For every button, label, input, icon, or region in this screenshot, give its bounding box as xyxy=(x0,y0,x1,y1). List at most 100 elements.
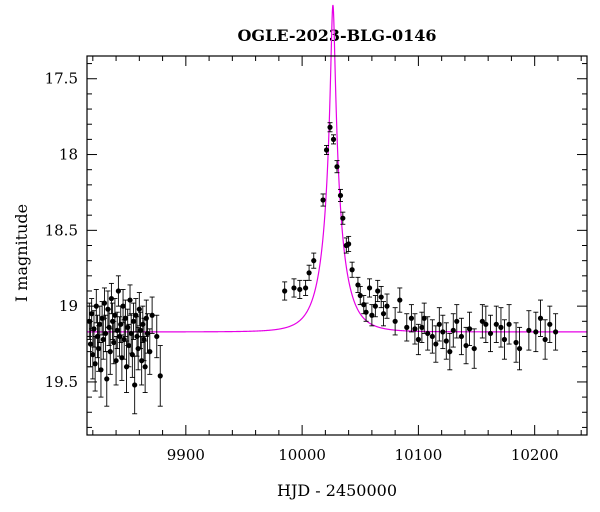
data-point xyxy=(113,336,119,386)
data-point xyxy=(454,304,460,339)
axis-ticks: 9900 10000 10100 10200 17.5 18 18.5 19 19.5 xyxy=(45,56,587,464)
data-point xyxy=(412,313,418,345)
plot-frame xyxy=(86,55,588,436)
data-point xyxy=(408,304,415,333)
data-marker xyxy=(537,315,544,321)
data-point xyxy=(137,311,144,350)
data-marker xyxy=(408,315,415,321)
y-tick-label: 18.5 xyxy=(45,221,78,239)
x-axis-title: HJD - 2450000 xyxy=(277,481,397,500)
data-point xyxy=(349,261,355,278)
data-point xyxy=(429,319,435,354)
data-point xyxy=(100,319,106,360)
data-point xyxy=(154,314,160,359)
x-tick-label: 10000 xyxy=(278,446,326,464)
data-marker xyxy=(149,312,155,318)
x-tick-label: 10100 xyxy=(395,446,443,464)
data-point xyxy=(440,314,446,350)
data-point xyxy=(392,307,398,336)
data-marker xyxy=(127,297,133,303)
data-marker xyxy=(112,312,118,318)
data-marker xyxy=(92,361,98,367)
data-point xyxy=(91,310,97,348)
data-marker xyxy=(516,345,523,352)
data-marker xyxy=(547,321,553,327)
data-point xyxy=(479,304,485,339)
data-marker xyxy=(404,324,410,330)
data-point xyxy=(107,328,113,375)
data-marker xyxy=(506,321,512,327)
data-marker xyxy=(346,241,352,247)
data-point xyxy=(327,122,333,133)
data-marker xyxy=(337,192,344,199)
data-marker xyxy=(450,327,456,333)
y-tick-label: 19.5 xyxy=(45,373,78,391)
data-point xyxy=(378,285,384,309)
data-point xyxy=(450,313,456,348)
data-point xyxy=(487,314,494,353)
data-marker xyxy=(104,376,110,382)
data-point xyxy=(122,299,128,337)
data-point xyxy=(542,319,548,360)
data-marker xyxy=(134,333,140,340)
data-point xyxy=(355,276,361,293)
data-marker xyxy=(103,330,109,337)
data-point xyxy=(103,314,109,353)
data-point xyxy=(547,305,553,343)
data-marker xyxy=(132,382,138,388)
data-point xyxy=(447,332,453,371)
data-point xyxy=(142,340,148,394)
data-marker xyxy=(113,358,119,364)
data-point xyxy=(106,308,112,347)
data-marker xyxy=(282,288,288,294)
data-marker xyxy=(87,341,94,347)
data-marker xyxy=(142,364,148,370)
data-marker xyxy=(366,285,373,291)
data-marker xyxy=(154,333,160,340)
data-marker xyxy=(372,303,378,309)
data-marker xyxy=(101,300,108,306)
data-point xyxy=(346,235,352,253)
data-point xyxy=(436,307,442,342)
data-marker xyxy=(375,288,381,294)
data-point xyxy=(483,305,489,343)
data-marker xyxy=(147,349,153,355)
data-point xyxy=(340,211,346,225)
data-point xyxy=(94,314,101,359)
data-points-group xyxy=(86,122,559,415)
x-tick-label: 10200 xyxy=(511,446,559,464)
data-marker xyxy=(440,329,446,335)
data-point xyxy=(92,336,98,392)
data-marker xyxy=(412,326,418,332)
data-marker xyxy=(357,292,363,299)
data-marker xyxy=(479,318,485,324)
data-marker xyxy=(363,309,369,315)
data-marker xyxy=(98,367,104,373)
data-point xyxy=(471,328,477,369)
data-marker xyxy=(130,318,137,324)
data-marker xyxy=(553,329,559,335)
y-tick-label: 18 xyxy=(59,146,78,164)
data-marker xyxy=(108,295,115,302)
data-marker xyxy=(144,330,151,337)
data-marker xyxy=(436,321,442,327)
data-point xyxy=(323,144,330,155)
data-marker xyxy=(297,286,303,293)
data-marker xyxy=(483,321,489,327)
data-marker xyxy=(349,267,355,273)
data-marker xyxy=(463,342,469,349)
data-marker xyxy=(107,349,113,355)
data-marker xyxy=(96,345,102,352)
data-point xyxy=(130,302,137,340)
data-marker xyxy=(487,330,494,337)
data-marker xyxy=(384,303,390,309)
data-point xyxy=(104,351,110,407)
data-marker xyxy=(380,311,387,317)
data-point xyxy=(320,193,326,207)
data-point xyxy=(516,326,523,371)
y-tick-label: 19 xyxy=(59,297,78,315)
data-point xyxy=(330,134,337,145)
data-marker xyxy=(501,336,508,343)
data-point xyxy=(458,317,465,356)
